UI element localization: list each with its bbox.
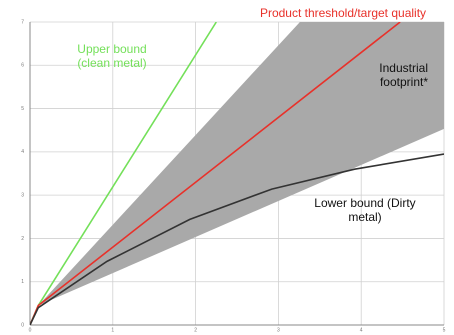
- y-tick-label: 1: [21, 279, 24, 285]
- series-label: Lower bound (Dirty metal): [314, 196, 416, 224]
- x-tick-label: 1: [111, 327, 114, 333]
- y-tick-label: 0: [21, 322, 24, 328]
- series-label: Product threshold/target quality: [259, 6, 427, 20]
- x-tick-label: 4: [360, 327, 363, 333]
- x-tick-label: 2: [194, 327, 197, 333]
- y-tick-label: 7: [21, 19, 24, 25]
- y-tick-label: 4: [21, 149, 24, 155]
- y-tick-label: 5: [21, 106, 24, 112]
- x-tick-label: 3: [277, 327, 280, 333]
- series-label: Upper bound (clean metal): [77, 42, 147, 70]
- series-line: [30, 153, 444, 325]
- y-tick-label: 3: [21, 192, 24, 198]
- band-label: Industrial footprint*: [379, 61, 428, 89]
- y-tick-label: 6: [21, 63, 24, 69]
- x-tick-label: 5: [443, 327, 446, 333]
- x-tick-label: 0: [29, 327, 32, 333]
- band: [30, 22, 444, 325]
- y-tick-label: 2: [21, 236, 24, 242]
